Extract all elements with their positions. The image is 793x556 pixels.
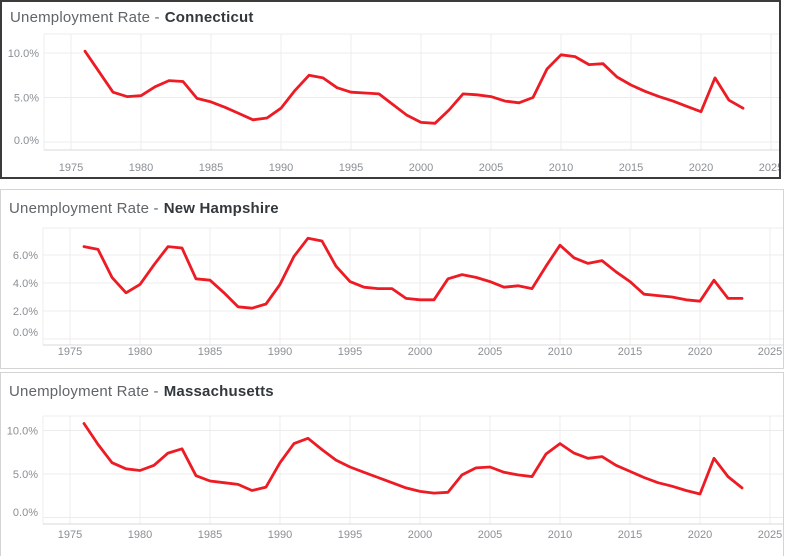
x-axis-tick-label: 2000 bbox=[409, 162, 433, 174]
x-axis-tick-label: 2025 bbox=[758, 529, 782, 541]
chart-panel-connecticut: Unemployment Rate - Connecticut 0.0% 5.0% 1… bbox=[0, 0, 781, 179]
y-axis-tick-label: 10.0% bbox=[7, 426, 38, 438]
chart-title-state: Connecticut bbox=[164, 9, 254, 26]
line-chart-new-hampshire[interactable]: 0.0% 2.0% 4.0% 6.0% 1975 1980 1985 1990 1995 2000… bbox=[1, 190, 783, 368]
x-axis-tick-label: 2015 bbox=[618, 529, 642, 541]
y-axis-tick-label: 5.0% bbox=[14, 93, 39, 105]
x-axis-tick-label: 2020 bbox=[688, 346, 712, 358]
y-axis-tick-label: 0.0% bbox=[13, 507, 38, 519]
y-axis-tick-label: 0.0% bbox=[14, 135, 39, 147]
x-axis-tick-label: 2000 bbox=[408, 346, 432, 358]
x-axis-tick-label: 2005 bbox=[478, 529, 502, 541]
x-axis-tick-label: 1980 bbox=[128, 529, 152, 541]
x-axis-tick-label: 1990 bbox=[268, 346, 292, 358]
x-axis-tick-label: 1975 bbox=[59, 162, 83, 174]
unemployment-rate-line[interactable] bbox=[83, 49, 745, 125]
x-axis-tick-label: 1990 bbox=[268, 529, 292, 541]
chart-panel-new-hampshire: Unemployment Rate - New Hampshire 0.0% 2.0… bbox=[0, 189, 784, 369]
chart-title-state: Massachusetts bbox=[163, 383, 274, 400]
x-axis-tick-label: 2005 bbox=[478, 346, 502, 358]
x-axis-tick-label: 2000 bbox=[408, 529, 432, 541]
y-axis-tick-label: 6.0% bbox=[13, 250, 38, 262]
x-axis-tick-label: 2010 bbox=[548, 346, 572, 358]
x-axis-tick-label: 1980 bbox=[128, 346, 152, 358]
x-axis-tick-label: 2015 bbox=[619, 162, 643, 174]
y-axis-tick-label: 4.0% bbox=[13, 278, 38, 290]
x-axis-tick-label: 1985 bbox=[198, 346, 222, 358]
x-axis-tick-label: 2015 bbox=[618, 346, 642, 358]
chart-title-massachusetts: Unemployment Rate - Massachusetts bbox=[9, 383, 274, 400]
unemployment-rate-line[interactable] bbox=[82, 422, 744, 496]
chart-title-prefix: Unemployment Rate - bbox=[10, 9, 160, 26]
x-axis-tick-label: 1975 bbox=[58, 346, 82, 358]
x-axis-tick-label: 1975 bbox=[58, 529, 82, 541]
chart-title-state: New Hampshire bbox=[163, 200, 279, 217]
x-axis-tick-label: 1995 bbox=[338, 346, 362, 358]
x-axis-tick-label: 1980 bbox=[129, 162, 153, 174]
chart-title-prefix: Unemployment Rate - bbox=[9, 383, 159, 400]
y-axis-tick-label: 0.0% bbox=[13, 327, 38, 339]
x-axis-tick-label: 2010 bbox=[549, 162, 573, 174]
y-axis-tick-label: 5.0% bbox=[13, 469, 38, 481]
unemployment-rate-line[interactable] bbox=[82, 236, 744, 310]
x-axis-tick-label: 2025 bbox=[759, 162, 779, 174]
x-axis-tick-label: 2020 bbox=[689, 162, 713, 174]
y-axis-tick-label: 2.0% bbox=[13, 306, 38, 318]
line-chart-massachusetts[interactable]: 0.0% 5.0% 10.0% 1975 1980 1985 1990 1995 2000 200… bbox=[1, 373, 783, 556]
x-axis-tick-label: 1990 bbox=[269, 162, 293, 174]
x-axis-tick-label: 1995 bbox=[339, 162, 363, 174]
x-axis-tick-label: 1995 bbox=[338, 529, 362, 541]
chart-title-prefix: Unemployment Rate - bbox=[9, 200, 159, 217]
x-axis-tick-label: 2010 bbox=[548, 529, 572, 541]
line-chart-connecticut[interactable]: 0.0% 5.0% 10.0% 1975 1980 1985 1990 1995 2000 200… bbox=[2, 2, 779, 177]
x-axis-tick-label: 1985 bbox=[199, 162, 223, 174]
x-axis-tick-label: 1985 bbox=[198, 529, 222, 541]
chart-panel-massachusetts: Unemployment Rate - Massachusetts 0.0% 5.0… bbox=[0, 372, 784, 556]
x-axis-tick-label: 2020 bbox=[688, 529, 712, 541]
chart-title-new-hampshire: Unemployment Rate - New Hampshire bbox=[9, 200, 279, 217]
x-axis-tick-label: 2025 bbox=[758, 346, 782, 358]
chart-title-connecticut: Unemployment Rate - Connecticut bbox=[10, 9, 254, 26]
x-axis-tick-label: 2005 bbox=[479, 162, 503, 174]
y-axis-tick-label: 10.0% bbox=[8, 48, 39, 60]
